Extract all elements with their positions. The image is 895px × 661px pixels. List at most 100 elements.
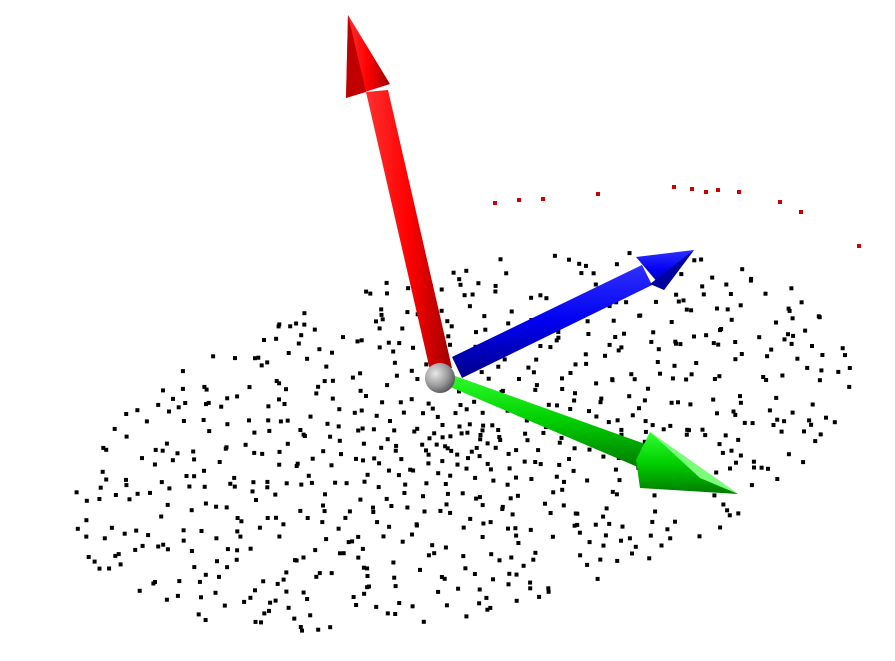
cloud-point [420,443,424,447]
cloud-point [818,378,822,382]
cloud-point [665,527,669,531]
red-axis-arrow[interactable] [346,15,452,370]
cloud-point [833,420,837,424]
cloud-point [820,353,824,357]
cloud-point [286,442,290,446]
cloud-point [302,433,306,437]
cloud-point [627,394,631,398]
cloud-point [385,281,389,285]
cloud-point [159,515,163,519]
cloud-point [560,488,564,492]
cloud-point [455,453,459,457]
cloud-point [538,344,542,348]
cloud-point [423,510,427,514]
cloud-point [167,410,171,414]
cloud-point [302,556,306,560]
cloud-point [780,374,784,378]
origin-sphere[interactable] [425,363,455,393]
cloud-point [768,408,772,412]
cloud-point [124,412,128,416]
cloud-point [824,416,828,420]
cloud-point [621,525,625,529]
cloud-point [488,606,492,610]
cloud-point [458,425,462,429]
cloud-point [338,551,342,555]
cloud-point [371,506,375,510]
cloud-point [377,461,381,465]
cloud-point [729,292,733,296]
cloud-point [721,451,725,455]
cloud-point [774,321,778,325]
cloud-point [408,468,412,472]
cloud-point [226,547,230,551]
cloud-point [338,439,342,443]
cloud-point [371,510,375,514]
green-axis-arrow[interactable] [444,372,738,494]
cloud-point [594,415,598,419]
cloud-point [715,411,719,415]
cloud-point [235,394,239,398]
cloud-point [780,430,784,434]
cloud-point [750,483,754,487]
cloud-point [435,443,439,447]
cloud-point [459,403,463,407]
cloud-point [660,544,664,548]
cloud-point [662,427,666,431]
cloud-point [424,448,428,452]
cloud-point [473,572,477,576]
cloud-point [345,481,349,485]
cloud-point [251,480,255,484]
cloud-point [352,595,356,599]
cloud-point [99,486,103,490]
cloud-point [440,309,444,313]
cloud-point [529,477,533,481]
cloud-point [392,576,396,580]
cloud-point [424,481,428,485]
cloud-point [647,556,651,560]
cloud-point [766,467,770,471]
cloud-point [441,435,445,439]
cloud-point [387,525,391,529]
cloud-point [802,429,806,433]
cloud-point [378,345,382,349]
cloud-point [496,365,500,369]
cloud-point [293,558,297,562]
cloud-point [651,330,655,334]
cloud-point [177,405,181,409]
cloud-point [459,283,463,287]
cloud-point [267,429,271,433]
cloud-point [387,469,391,473]
cloud-point [517,377,521,381]
cloud-point [507,452,511,456]
cloud-point [284,590,288,594]
cloud-point [489,520,493,524]
cloud-point [330,571,334,575]
cloud-point [573,446,577,450]
cloud-point [594,381,598,385]
cloud-point [190,549,194,553]
cloud-point [462,526,466,530]
cloud-point [401,540,405,544]
cloud-point [653,493,657,497]
cloud-point [489,552,493,556]
cloud-point [490,423,494,427]
cloud-point [791,411,795,415]
cloud-point [133,548,137,552]
cloud-point [107,567,111,571]
cloud-point [674,293,678,297]
cloud-point [568,407,572,411]
cloud-point [354,603,358,607]
blue-axis-arrow[interactable] [452,250,694,378]
cloud-point [651,423,655,427]
cloud-point [760,466,764,470]
cloud-point [203,485,207,489]
cloud-point [671,376,675,380]
cloud-point [214,505,218,509]
cloud-point [607,420,611,424]
cloud-point [578,553,582,557]
cloud-point [160,480,164,484]
highlighted-point [690,187,694,191]
cloud-point [757,335,761,339]
